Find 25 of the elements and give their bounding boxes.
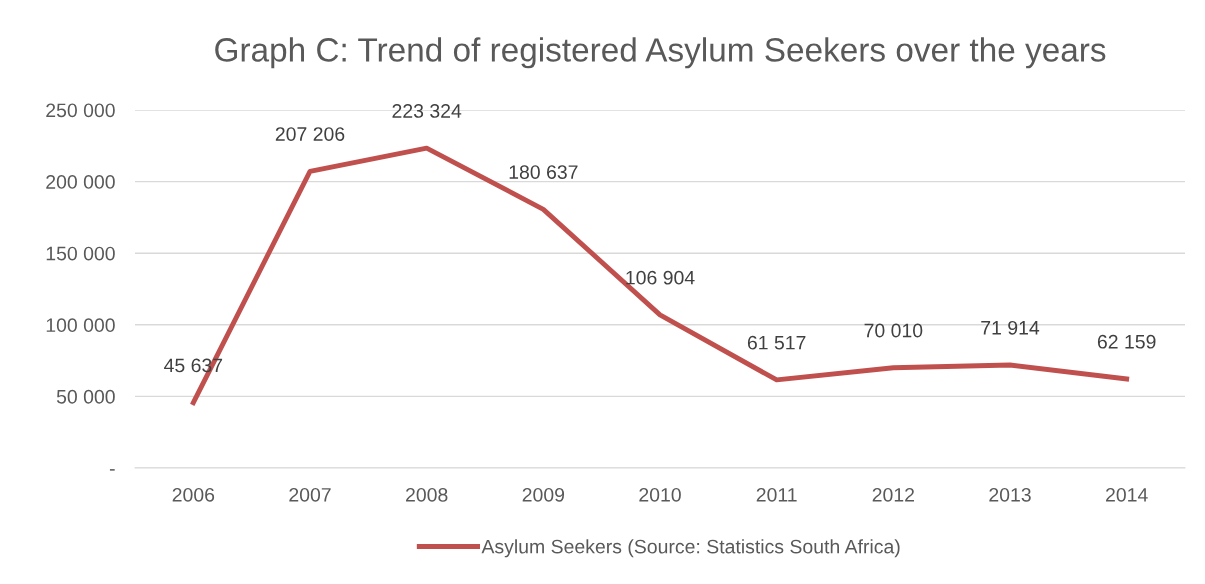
y-tick-label: 200 000: [46, 175, 115, 189]
y-tick-label: 50 000: [56, 389, 115, 404]
data-label: 106 904: [626, 270, 695, 285]
x-tick-label: 2014: [1106, 487, 1148, 502]
x-tick-label: 2007: [289, 487, 331, 502]
data-label: 70 010: [864, 323, 923, 338]
y-tick-label: -: [109, 469, 115, 471]
data-label: 71 914: [981, 320, 1040, 335]
x-tick-label: 2011: [756, 487, 797, 502]
data-label: 61 517: [747, 335, 806, 350]
y-tick-label: 100 000: [46, 318, 115, 333]
x-tick-label: 2010: [639, 487, 681, 502]
data-label: 207 206: [275, 127, 345, 141]
x-tick-label: 2006: [172, 487, 215, 502]
chart-title: Graph C: Trend of registered Asylum Seekers over the years: [215, 37, 1106, 69]
data-label: 223 324: [392, 104, 462, 118]
data-label: 180 637: [509, 165, 578, 179]
x-tick-label: 2013: [989, 487, 1031, 502]
y-tick-label: 250 000: [46, 103, 115, 118]
data-label: 62 159: [1097, 334, 1156, 349]
x-tick-label: 2012: [872, 487, 914, 502]
x-tick-label: 2009: [522, 487, 565, 502]
legend-label: Asylum Seekers (Source: Statistics South Africa): [481, 539, 900, 558]
x-tick-label: 2008: [406, 487, 448, 502]
y-tick-label: 150 000: [46, 246, 115, 261]
